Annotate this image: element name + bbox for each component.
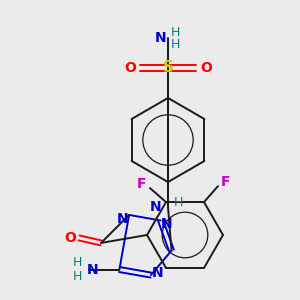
Text: H: H — [170, 26, 180, 38]
Text: F: F — [221, 175, 231, 189]
Text: O: O — [124, 61, 136, 75]
Text: N: N — [150, 200, 162, 214]
Text: N: N — [152, 266, 164, 280]
Text: N: N — [161, 218, 172, 232]
Text: H: H — [170, 38, 180, 50]
Text: F: F — [137, 177, 147, 191]
Text: N: N — [155, 31, 167, 45]
Text: O: O — [64, 231, 76, 245]
Text: S: S — [163, 61, 173, 76]
Text: H: H — [73, 256, 82, 269]
Text: H: H — [73, 270, 82, 283]
Text: H: H — [173, 196, 183, 209]
Text: O: O — [200, 61, 212, 75]
Text: N: N — [117, 212, 129, 226]
Text: N: N — [87, 262, 98, 277]
